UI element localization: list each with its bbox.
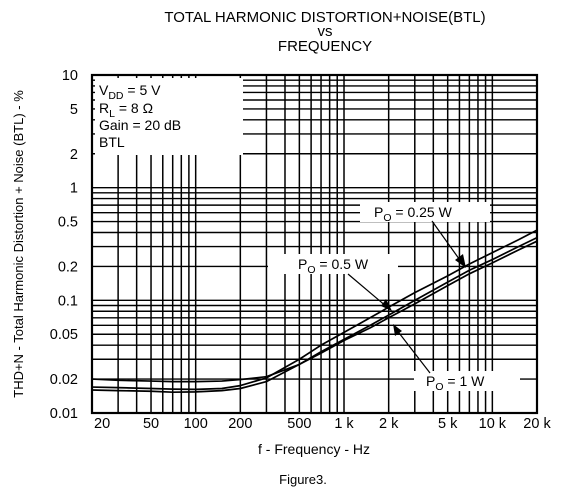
condition-vdd-subscript: DD [108, 90, 124, 102]
callout-05w-arrow-line [347, 273, 388, 308]
series-line-1 [91, 229, 538, 391]
series-curves [91, 229, 538, 394]
callout-025w-value: = 0.25 W [392, 204, 453, 220]
x-tick-label: 20 [94, 416, 110, 432]
condition-mode: BTL [99, 134, 125, 150]
callout-05w-value: = 0.5 W [316, 256, 369, 272]
condition-gain: Gain = 20 dB [99, 117, 181, 133]
series-line-2 [91, 240, 538, 383]
callout-1w-label: PO = 1 W [426, 373, 485, 393]
callout-05w-subscript: O [307, 264, 315, 276]
condition-rl-symbol: R [99, 100, 109, 116]
callout-1w-arrow-line [395, 328, 431, 374]
callout-1w-subscript: O [435, 381, 443, 393]
x-tick-label: 500 [287, 416, 311, 432]
x-tick-label: 10 k [479, 416, 507, 432]
callout-1w-value: = 1 W [444, 373, 486, 389]
y-tick-label: 10 [62, 68, 78, 84]
x-axis-label: f - Frequency - Hz [258, 441, 370, 457]
callout-1w-background [414, 371, 520, 391]
series-line-0 [91, 236, 538, 394]
y-tick-label: 0.02 [50, 372, 78, 388]
callout-025w-arrowhead [455, 254, 466, 268]
callout-05w-background [268, 254, 398, 274]
callout-05w-arrowhead [381, 299, 392, 311]
callout-025w-arrow-line [431, 220, 463, 264]
callout-025w-label: PO = 0.25 W [374, 204, 453, 224]
test-conditions-box: VDD = 5 V RL = 8 Ω Gain = 20 dB BTL [95, 78, 243, 155]
y-axis-label: THD+N - Total Harmonic Distortion + Nois… [11, 90, 26, 398]
callout-1w: PO = 1 W [393, 324, 520, 393]
chart-title-line-2: vs [318, 23, 333, 40]
y-tick-label: 0.5 [58, 215, 78, 231]
plot-frame [90, 73, 539, 415]
x-tick-label: 1 k [334, 416, 354, 432]
y-tick-label: 5 [70, 102, 78, 118]
callout-05w-symbol: P [298, 256, 307, 272]
condition-vdd-value: = 5 V [124, 82, 162, 98]
callout-025w-background [360, 202, 490, 222]
test-conditions-background [95, 78, 243, 155]
callout-05w-label: PO = 0.5 W [298, 256, 369, 276]
callout-1w-symbol: P [426, 373, 435, 389]
y-tick-label: 2 [70, 147, 78, 163]
y-tick-label: 0.1 [58, 293, 78, 309]
condition-rl-value: = 8 Ω [115, 100, 153, 116]
y-tick-label: 0.05 [50, 327, 78, 343]
callout-1w-arrowhead [393, 324, 402, 336]
figure-caption: Figure3. [279, 472, 327, 487]
tick-labels: 20 50 100 200 500 1 k 2 k 5 k 10 k 20 k 0.01 0.02 0.… [50, 68, 552, 432]
callout-025w: PO = 0.25 W [360, 202, 490, 268]
x-tick-label: 20 k [523, 416, 551, 432]
condition-rl: RL = 8 Ω [99, 100, 153, 120]
x-tick-label: 100 [184, 416, 208, 432]
x-tick-label: 200 [228, 416, 252, 432]
y-tick-label: 0.01 [50, 406, 78, 422]
callout-025w-subscript: O [383, 212, 391, 224]
x-tick-label: 2 k [379, 416, 399, 432]
x-tick-label: 50 [143, 416, 159, 432]
y-tick-label: 1 [70, 181, 78, 197]
y-tick-label: 0.2 [58, 259, 78, 275]
x-tick-label: 5 k [438, 416, 458, 432]
condition-rl-subscript: L [109, 108, 115, 120]
chart-title-line-3: FREQUENCY [278, 38, 372, 55]
callout-025w-symbol: P [374, 204, 383, 220]
condition-vdd-symbol: V [99, 82, 109, 98]
callout-05w: PO = 0.5 W [268, 254, 398, 311]
condition-vdd: VDD = 5 V [99, 82, 161, 102]
chart-title-line-1: TOTAL HARMONIC DISTORTION+NOISE(BTL) [164, 9, 485, 26]
